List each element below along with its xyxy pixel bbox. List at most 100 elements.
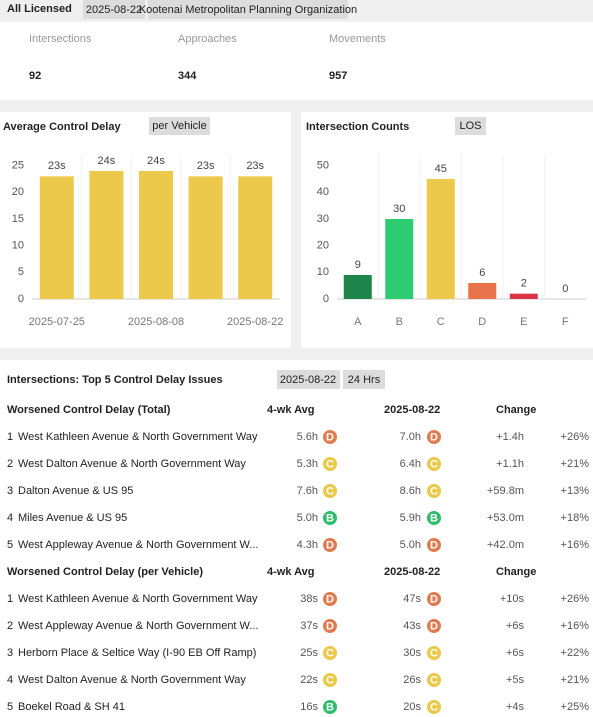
- pill[interactable]: [148, 0, 348, 19]
- change-percent: +18%: [561, 512, 590, 524]
- current-value: 26s: [403, 674, 421, 686]
- value-label: 0: [562, 283, 568, 295]
- value-label: 2: [521, 278, 527, 290]
- x-tick-label: E: [520, 316, 527, 328]
- grade-badge: [323, 673, 337, 687]
- intersection-name: West Kathleen Avenue & North Government …: [18, 593, 258, 605]
- rank: 3: [7, 647, 13, 659]
- grade-badge: [323, 592, 337, 606]
- change: +6s: [506, 620, 525, 632]
- bar: [139, 171, 173, 299]
- y-tick-label: 30: [317, 213, 329, 225]
- table-panel: [0, 360, 593, 717]
- bar: [468, 283, 497, 299]
- grade-letter: D: [430, 620, 438, 632]
- current-value: 8.6h: [400, 485, 421, 497]
- x-tick-label: D: [478, 316, 486, 328]
- change: +53.0m: [487, 512, 524, 524]
- y-tick-label: 0: [323, 293, 329, 305]
- bar: [89, 171, 124, 299]
- grade-letter: C: [430, 701, 438, 713]
- change: +42.0m: [487, 539, 524, 551]
- rank: 4: [7, 674, 13, 686]
- avg-value: 4.3h: [297, 539, 318, 551]
- grade-letter: C: [326, 458, 334, 470]
- grade-badge: [427, 619, 441, 633]
- column-header: 2025-08-22: [384, 566, 440, 578]
- pill[interactable]: [149, 117, 210, 135]
- intersection-name: Boekel Road & SH 41: [18, 701, 125, 713]
- change-percent: +13%: [561, 485, 590, 497]
- bar: [385, 219, 414, 299]
- current-value: 20s: [403, 701, 421, 713]
- grade-letter: C: [326, 485, 334, 497]
- pill[interactable]: [455, 117, 486, 135]
- y-tick-label: 10: [317, 266, 329, 278]
- intersection-name: West Kathleen Avenue & North Government …: [18, 431, 258, 443]
- change: +4s: [506, 701, 525, 713]
- grade-letter: D: [430, 593, 438, 605]
- column-header: Change: [496, 404, 536, 416]
- intersection-name: Dalton Avenue & US 95: [18, 485, 133, 497]
- y-tick-label: 40: [317, 186, 329, 198]
- column-header: Worsened Control Delay (per Vehicle): [7, 566, 203, 578]
- intersection-name: Miles Avenue & US 95: [18, 512, 127, 524]
- x-tick-label: 2025-07-25: [29, 316, 85, 328]
- grade-badge: [323, 511, 337, 525]
- y-tick-label: 10: [12, 240, 24, 252]
- rank: 2: [7, 458, 13, 470]
- grade-badge: [323, 700, 337, 714]
- x-tick-label: 2025-08-22: [227, 316, 283, 328]
- table-filter[interactable]: 2025-08-22: [280, 374, 336, 386]
- grade-letter: C: [326, 647, 334, 659]
- rank: 1: [7, 593, 13, 605]
- change-percent: +26%: [561, 593, 590, 605]
- current-value: 5.9h: [400, 512, 421, 524]
- column-header: Change: [496, 566, 536, 578]
- grade-badge: [427, 457, 441, 471]
- kpi-value: 92: [29, 70, 41, 82]
- grade-letter: B: [326, 512, 334, 524]
- grade-letter: D: [326, 431, 334, 443]
- avg-value: 16s: [300, 701, 318, 713]
- y-tick-label: 15: [12, 213, 24, 225]
- table-filter[interactable]: 24 Hrs: [348, 374, 381, 386]
- grade-letter: C: [326, 674, 334, 686]
- kpi-value: 344: [178, 70, 197, 82]
- pill[interactable]: [277, 370, 340, 389]
- column-header: Worsened Control Delay (Total): [7, 404, 171, 416]
- date-filter[interactable]: 2025-08-22: [86, 4, 142, 16]
- avg-value: 22s: [300, 674, 318, 686]
- value-label: 6: [479, 267, 485, 279]
- change: +59.8m: [487, 485, 524, 497]
- grade-badge: [427, 673, 441, 687]
- column-header: 4-wk Avg: [267, 566, 314, 578]
- x-tick-label: 2025-08-08: [128, 316, 184, 328]
- intersection-name: West Appleway Avenue & North Government …: [18, 620, 259, 632]
- y-tick-label: 20: [12, 186, 24, 198]
- y-tick-label: 0: [18, 293, 24, 305]
- pill[interactable]: [343, 370, 385, 389]
- x-tick-label: C: [437, 316, 445, 328]
- kpi-value: 957: [329, 70, 347, 82]
- pill[interactable]: [83, 0, 145, 19]
- grade-badge: [427, 592, 441, 606]
- bar: [39, 176, 74, 299]
- kpi-label: Intersections: [29, 33, 92, 45]
- intersection-name: West Dalton Avenue & North Government Wa…: [18, 458, 246, 470]
- grade-badge: [323, 430, 337, 444]
- value-label: 24s: [147, 155, 165, 167]
- x-tick-label: F: [562, 316, 569, 328]
- value-label: 45: [435, 163, 447, 175]
- change-percent: +22%: [561, 647, 590, 659]
- chart-filter[interactable]: LOS: [459, 120, 481, 132]
- column-header: 4-wk Avg: [267, 404, 314, 416]
- x-tick-label: A: [354, 316, 362, 328]
- grade-letter: B: [326, 701, 334, 713]
- y-tick-label: 25: [12, 160, 24, 172]
- org-filter[interactable]: Kootenai Metropolitan Planning Organizat…: [139, 4, 357, 16]
- avg-value: 37s: [300, 620, 318, 632]
- chart-filter[interactable]: per Vehicle: [152, 120, 206, 132]
- grade-badge: [323, 484, 337, 498]
